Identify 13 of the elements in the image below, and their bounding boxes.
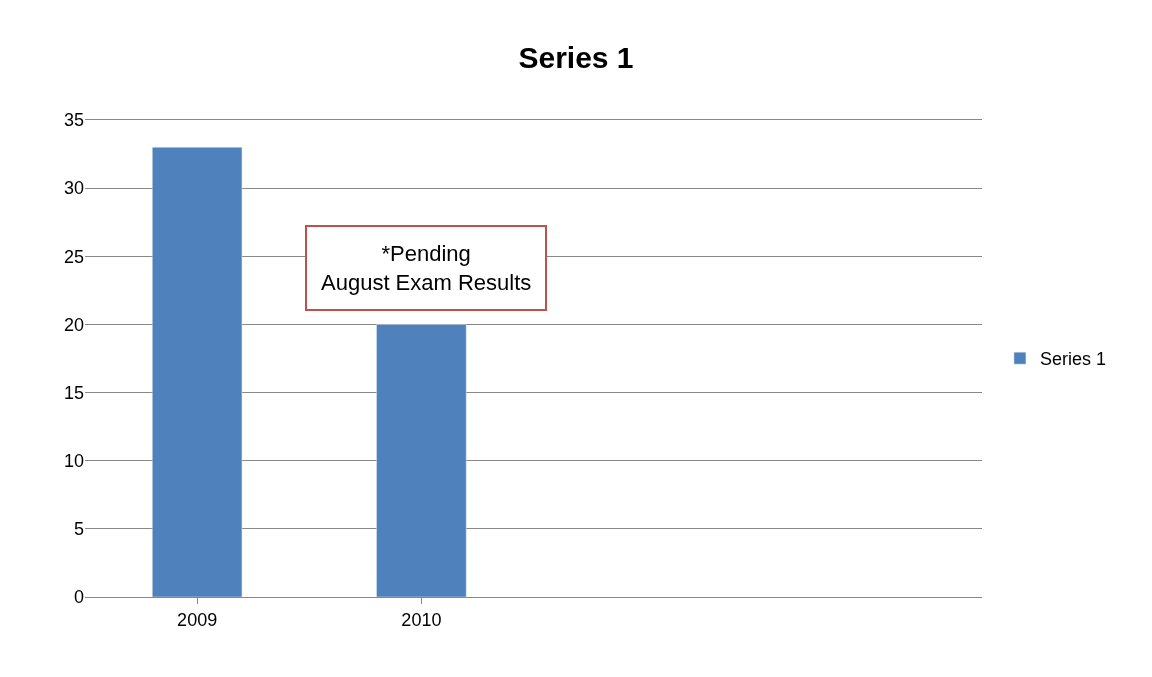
y-tick-label: 25 [63,246,84,267]
y-tick-label: 30 [63,178,84,199]
x-tick-label: 2010 [401,609,442,630]
y-tick-label: 10 [63,451,84,472]
annotation: *Pending August Exam Results [321,241,532,295]
legend-label: Series 1 [1039,349,1106,370]
y-tick-label: 35 [63,110,84,131]
y-tick-label: 15 [63,382,84,403]
y-tick-label: 20 [63,314,84,335]
x-tick-label: 2009 [177,609,218,630]
y-tick-label: 0 [73,587,84,608]
chart-title: Series 1 [518,41,634,75]
y-tick-label: 5 [73,519,84,540]
